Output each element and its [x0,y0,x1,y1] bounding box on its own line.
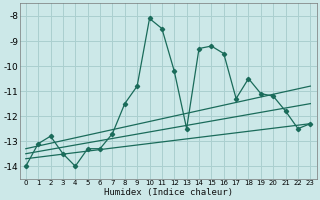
X-axis label: Humidex (Indice chaleur): Humidex (Indice chaleur) [104,188,233,197]
